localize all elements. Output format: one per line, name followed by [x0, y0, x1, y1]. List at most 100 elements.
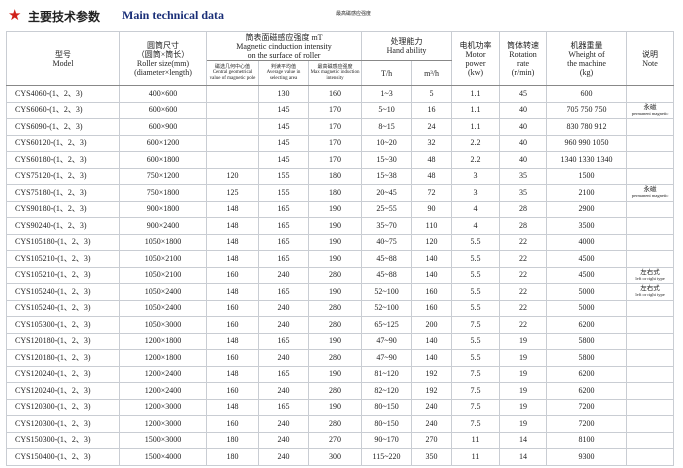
cell-model: CYS6090-(1、2、3)	[6, 118, 120, 136]
table-row: CYS120300-(1、2、3) 1200×3000 160 240 280 80~15…	[6, 415, 675, 433]
cell-max: 280	[307, 415, 363, 433]
cell-model: CYS105240-(1、2、3)	[6, 299, 120, 317]
cell-th: 5~10	[361, 101, 413, 119]
cell-size: 1050×2400	[119, 283, 207, 301]
cell-average: 145	[258, 151, 309, 169]
cell-central: 148	[206, 233, 259, 251]
cell-th: 20~45	[361, 184, 413, 202]
cell-size: 1050×2400	[119, 299, 207, 317]
cell-model: CYS4060-(1、2、3)	[6, 85, 120, 103]
cell-power: 7.5	[451, 382, 501, 400]
cell-size: 600×900	[119, 118, 207, 136]
cell-m3h: 24	[411, 118, 453, 136]
cell-note	[626, 415, 675, 433]
en: Rotation	[509, 49, 537, 59]
cell-average: 130	[258, 85, 309, 103]
cell-note: 左右式 left or right type	[626, 266, 675, 284]
cell-power: 4	[451, 200, 501, 218]
cell-central: 160	[206, 382, 259, 400]
note-en: left or right type	[635, 292, 665, 298]
cell-note	[626, 382, 675, 400]
cell-th: 90~170	[361, 431, 413, 449]
cell-m3h: 5	[411, 85, 453, 103]
top-note: 最高磁感应强度	[336, 11, 372, 17]
cell-size: 1050×2100	[119, 250, 207, 268]
table-row: CYS75120-(1、2、3) 750×1200 120 155 180 15~38 48…	[6, 167, 675, 185]
cell-size: 1050×2100	[119, 266, 207, 284]
cell-model: CYS75180-(1、2、3)	[6, 184, 120, 202]
col-note: 说明 Note	[626, 31, 675, 86]
cn: 处理能力	[390, 37, 423, 46]
en: Roller size(mm)	[136, 58, 190, 68]
en: rate	[517, 58, 530, 68]
cell-th: 65~125	[361, 316, 413, 334]
cell-note	[626, 398, 675, 416]
cell-size: 1200×2400	[119, 382, 207, 400]
note-cn: 永磁	[643, 186, 657, 194]
cell-note	[626, 431, 675, 449]
cell-m3h: 192	[411, 382, 453, 400]
cell-m3h: 270	[411, 431, 453, 449]
cell-th: 52~100	[361, 299, 413, 317]
cell-rate: 19	[499, 398, 548, 416]
cell-central: 148	[206, 217, 259, 235]
en: the machine	[567, 58, 606, 68]
cell-weight: 3500	[546, 217, 628, 235]
cell-central: 160	[206, 266, 259, 284]
cell-average: 240	[258, 382, 309, 400]
table-row: CYS120180-(1、2、3) 1200×1800 148 165 190 47~90…	[6, 332, 675, 350]
cell-model: CYS120180-(1、2、3)	[6, 349, 120, 367]
cell-average: 165	[258, 250, 309, 268]
cell-th: 45~88	[361, 250, 413, 268]
cell-note	[626, 85, 675, 103]
cell-central: 148	[206, 283, 259, 301]
col-max: 最高磁感应强度 Max magnetic induction intensity	[307, 60, 363, 86]
cell-power: 4	[451, 217, 501, 235]
note-en: permanent magnetic	[631, 110, 669, 116]
cell-rate: 28	[499, 200, 548, 218]
cell-power: 3	[451, 184, 501, 202]
cell-power: 7.5	[451, 415, 501, 433]
cell-power: 5.5	[451, 349, 501, 367]
star-icon: ★	[8, 8, 22, 24]
cell-central	[206, 118, 259, 136]
cell-note	[626, 167, 675, 185]
cell-size: 900×1800	[119, 200, 207, 218]
cell-rate: 22	[499, 266, 548, 284]
cell-model: CYS120300-(1、2、3)	[6, 398, 120, 416]
cell-th: 8~15	[361, 118, 413, 136]
cell-note: 永磁 permanent magnetic	[626, 184, 675, 202]
table-row: CYS105210-(1、2、3) 1050×2100 148 165 190 45~88…	[6, 250, 675, 268]
cell-weight: 9300	[546, 448, 628, 466]
cell-rate: 28	[499, 217, 548, 235]
cell-m3h: 240	[411, 398, 453, 416]
cell-weight: 5800	[546, 332, 628, 350]
cell-max: 190	[307, 200, 363, 218]
cell-power: 1.1	[451, 118, 501, 136]
cell-max: 190	[307, 217, 363, 235]
col-weight: 机器重量 Wheight of the machine (kg)	[546, 31, 628, 86]
cell-max: 190	[307, 283, 363, 301]
cell-m3h: 72	[411, 184, 453, 202]
cell-power: 5.5	[451, 332, 501, 350]
cell-average: 240	[258, 349, 309, 367]
cell-note	[626, 332, 675, 350]
cell-th: 35~70	[361, 217, 413, 235]
table-head: 型号 Model 圆筒尺寸 （圆筒×筒长） Roller size(mm) (diame…	[6, 31, 675, 86]
cell-power: 5.5	[451, 266, 501, 284]
cell-weight: 1340 1330 1340	[546, 151, 628, 169]
cell-note	[626, 233, 675, 251]
cell-central: 180	[206, 448, 259, 466]
col-th: T/h	[361, 60, 413, 86]
cell-average: 145	[258, 118, 309, 136]
en: Magnetic cinduction intensity	[236, 41, 332, 51]
cell-m3h: 140	[411, 332, 453, 350]
cell-weight: 1500	[546, 167, 628, 185]
cn: 圆筒尺寸	[147, 40, 179, 50]
cell-max: 280	[307, 316, 363, 334]
cell-rate: 35	[499, 167, 548, 185]
cell-rate: 22	[499, 316, 548, 334]
table-row: CYS150400-(1、2、3) 1500×4000 180 240 300 115~2…	[6, 448, 675, 466]
cn: 机器重量	[570, 40, 603, 50]
